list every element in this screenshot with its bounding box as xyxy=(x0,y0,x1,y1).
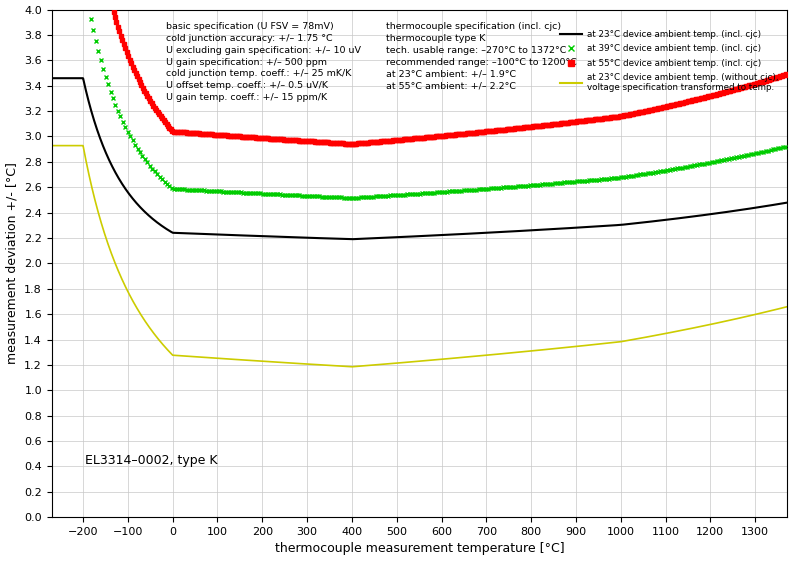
X-axis label: thermocouple measurement temperature [°C]: thermocouple measurement temperature [°C… xyxy=(274,542,565,555)
Text: basic specification (U FSV = 78mV)
cold junction accuracy: +/– 1.75 °C
U excludi: basic specification (U FSV = 78mV) cold … xyxy=(166,22,361,102)
Legend: at 23°C device ambient temp. (incl. cjc), at 39°C device ambient temp. (incl. cj: at 23°C device ambient temp. (incl. cjc)… xyxy=(557,26,782,96)
Text: thermocouple specification (incl. cjc)
thermocouple type K
tech. usable range: –: thermocouple specification (incl. cjc) t… xyxy=(386,22,577,90)
Text: EL3314–0002, type K: EL3314–0002, type K xyxy=(86,454,218,467)
Y-axis label: measurement deviation +/- [°C]: measurement deviation +/- [°C] xyxy=(6,163,18,364)
